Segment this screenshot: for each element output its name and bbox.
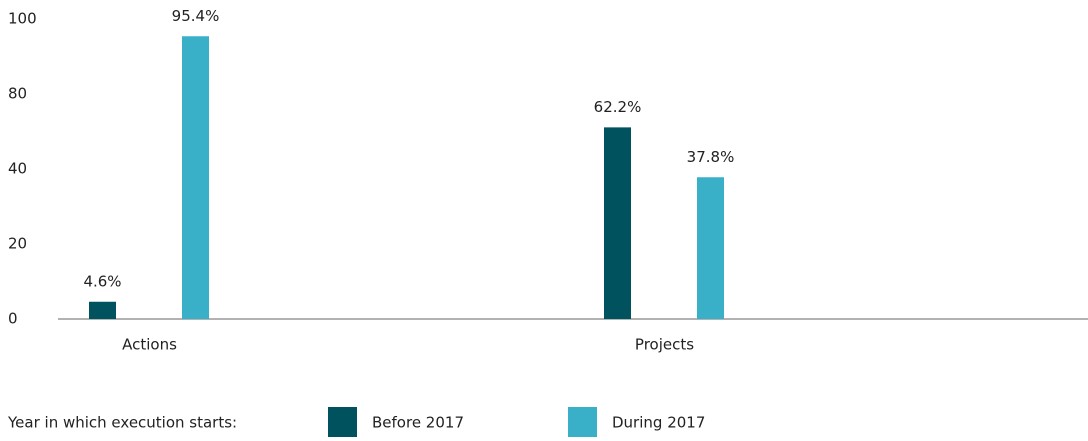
value-label: 62.2% — [594, 98, 642, 116]
y-tick-label: 80 — [8, 85, 27, 103]
legend-label: During 2017 — [612, 414, 705, 432]
value-label: 37.8% — [687, 148, 735, 166]
legend-swatch — [328, 407, 357, 437]
legend-swatch — [568, 407, 597, 437]
y-tick-label: 20 — [8, 235, 27, 253]
legend-title: Year in which execution starts: — [7, 414, 237, 432]
legend-label: Before 2017 — [372, 414, 464, 432]
value-label: 4.6% — [83, 272, 121, 290]
bar — [697, 177, 724, 319]
x-tick-label: Projects — [635, 336, 694, 354]
y-tick-label: 100 — [8, 10, 37, 28]
y-tick-label: 0 — [8, 310, 18, 328]
bar — [89, 301, 116, 319]
bar — [604, 127, 631, 319]
x-tick-label: Actions — [122, 336, 177, 354]
bar — [182, 36, 209, 319]
y-tick-label: 40 — [8, 160, 27, 178]
value-label: 95.4% — [172, 7, 220, 25]
